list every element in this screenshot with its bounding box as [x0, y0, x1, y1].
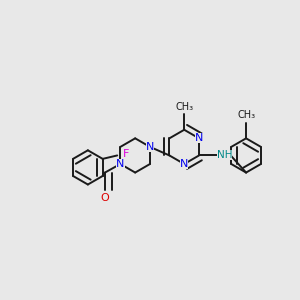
Text: N: N [146, 142, 154, 152]
Text: NH: NH [217, 150, 233, 160]
Text: N: N [195, 133, 203, 143]
Text: CH₃: CH₃ [175, 102, 193, 112]
Text: CH₃: CH₃ [237, 110, 255, 120]
Text: N: N [116, 159, 124, 169]
Text: O: O [100, 193, 109, 203]
Text: F: F [123, 149, 129, 159]
Text: N: N [180, 159, 188, 169]
